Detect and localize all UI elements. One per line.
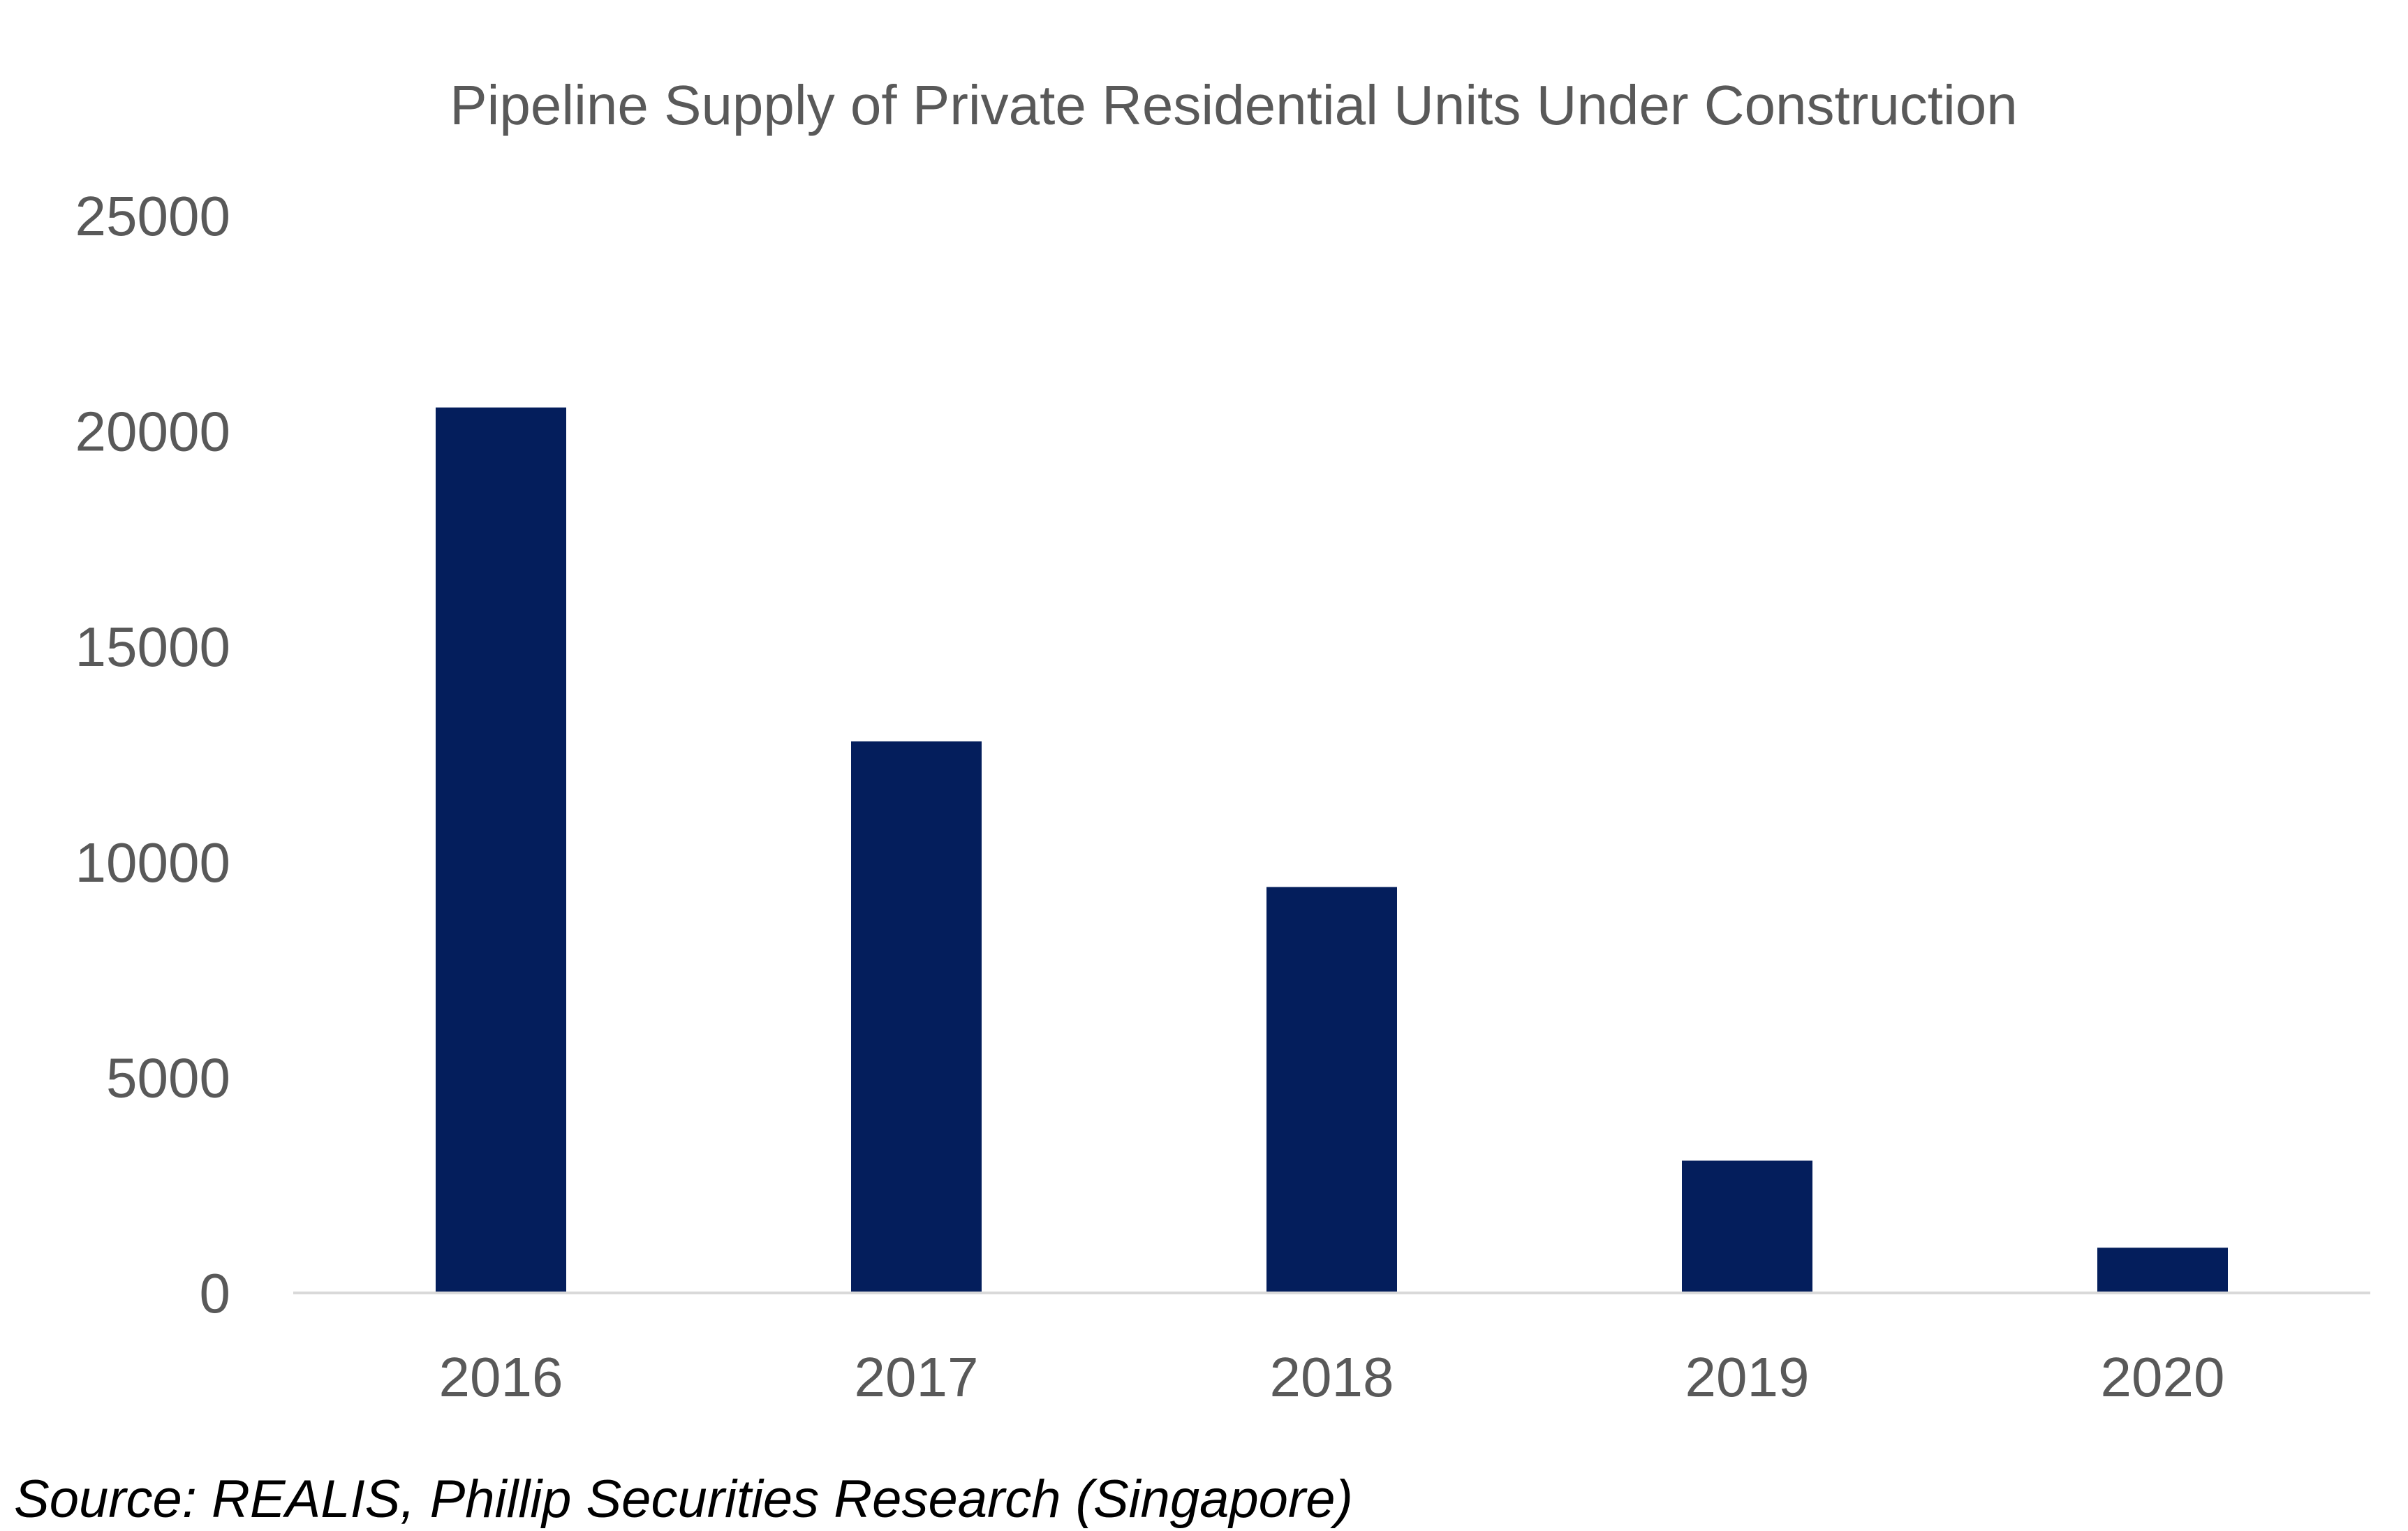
x-tick-label: 2018: [1270, 1346, 1394, 1408]
bar-2018: [1266, 887, 1397, 1293]
source-note: Source: REALIS, Phillip Securities Resea…: [14, 1470, 1353, 1529]
x-axis-tick-labels: 2016 2017 2018 2019 2020: [439, 1346, 2225, 1408]
x-tick-label: 2016: [439, 1346, 563, 1408]
y-tick-label: 20000: [75, 401, 230, 463]
x-tick-label: 2017: [855, 1346, 979, 1408]
chart-title: Pipeline Supply of Private Residential U…: [450, 74, 2018, 136]
y-tick-label: 10000: [75, 831, 230, 894]
x-tick-label: 2020: [2101, 1346, 2225, 1408]
bar-2017: [851, 741, 982, 1293]
bar-2019: [1682, 1160, 1812, 1293]
y-tick-label: 5000: [106, 1046, 230, 1109]
y-tick-label: 0: [200, 1262, 231, 1324]
bar-2020: [2097, 1248, 2228, 1293]
bar-series: [436, 407, 2228, 1293]
y-tick-label: 15000: [75, 616, 230, 678]
bar-2016: [436, 407, 566, 1293]
x-tick-label: 2019: [1685, 1346, 1810, 1408]
y-axis-tick-labels: 0 5000 10000 15000 20000 25000: [75, 185, 230, 1324]
y-tick-label: 25000: [75, 185, 230, 247]
